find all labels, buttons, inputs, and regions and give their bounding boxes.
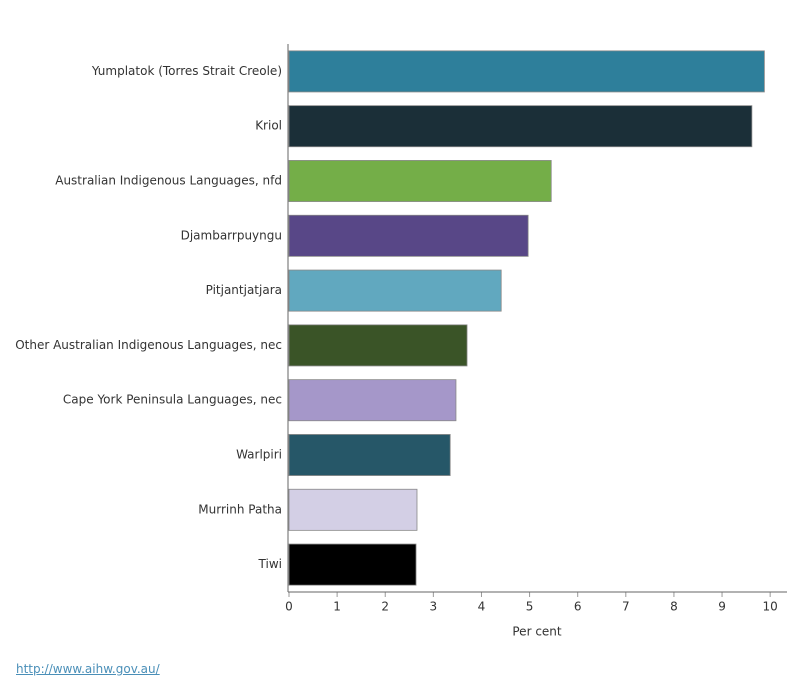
y-tick-label: Warlpiri — [236, 448, 282, 462]
y-tick-label: Other Australian Indigenous Languages, n… — [15, 338, 282, 352]
bar — [288, 543, 417, 586]
chart: Per cent 0 1 2 3 4 5 6 7 8 9 10 Yumplatok (Torres S… — [15, 44, 787, 639]
x-tick-label: 8 — [670, 600, 678, 614]
x-tick-label: 2 — [381, 600, 389, 614]
x-tick-label: 6 — [574, 600, 582, 614]
bar — [288, 214, 529, 257]
y-tick-label: Cape York Peninsula Languages, nec — [63, 393, 282, 407]
x-tick-label: 0 — [285, 600, 293, 614]
y-tick-label: Australian Indigenous Languages, nfd — [55, 174, 282, 188]
y-tick-label: Yumplatok (Torres Strait Creole) — [91, 64, 282, 78]
y-tick-label: Kriol — [255, 119, 282, 133]
bar — [288, 379, 457, 422]
x-tick-label: 9 — [718, 600, 726, 614]
bar — [288, 434, 451, 476]
x-tick-label: 7 — [622, 600, 630, 614]
x-tick-label: 1 — [333, 600, 341, 614]
y-tick-label: Tiwi — [258, 557, 282, 571]
bar — [288, 50, 765, 93]
x-tick-label: 4 — [478, 600, 486, 614]
y-tick-label: Pitjantjatjara — [206, 283, 282, 297]
y-tick-label: Djambarrpuyngu — [181, 228, 282, 242]
x-tick-label: 3 — [430, 600, 438, 614]
x-tick-label: 10 — [763, 600, 778, 614]
bar — [288, 160, 552, 202]
bar — [288, 488, 418, 531]
y-tick-label: Murrinh Patha — [198, 502, 282, 516]
bar — [288, 269, 502, 312]
bar — [288, 105, 753, 148]
bar — [288, 324, 468, 367]
source-link[interactable]: http://www.aihw.gov.au/ — [16, 662, 160, 676]
x-tick-label: 5 — [526, 600, 534, 614]
x-axis-label: Per cent — [512, 625, 562, 639]
